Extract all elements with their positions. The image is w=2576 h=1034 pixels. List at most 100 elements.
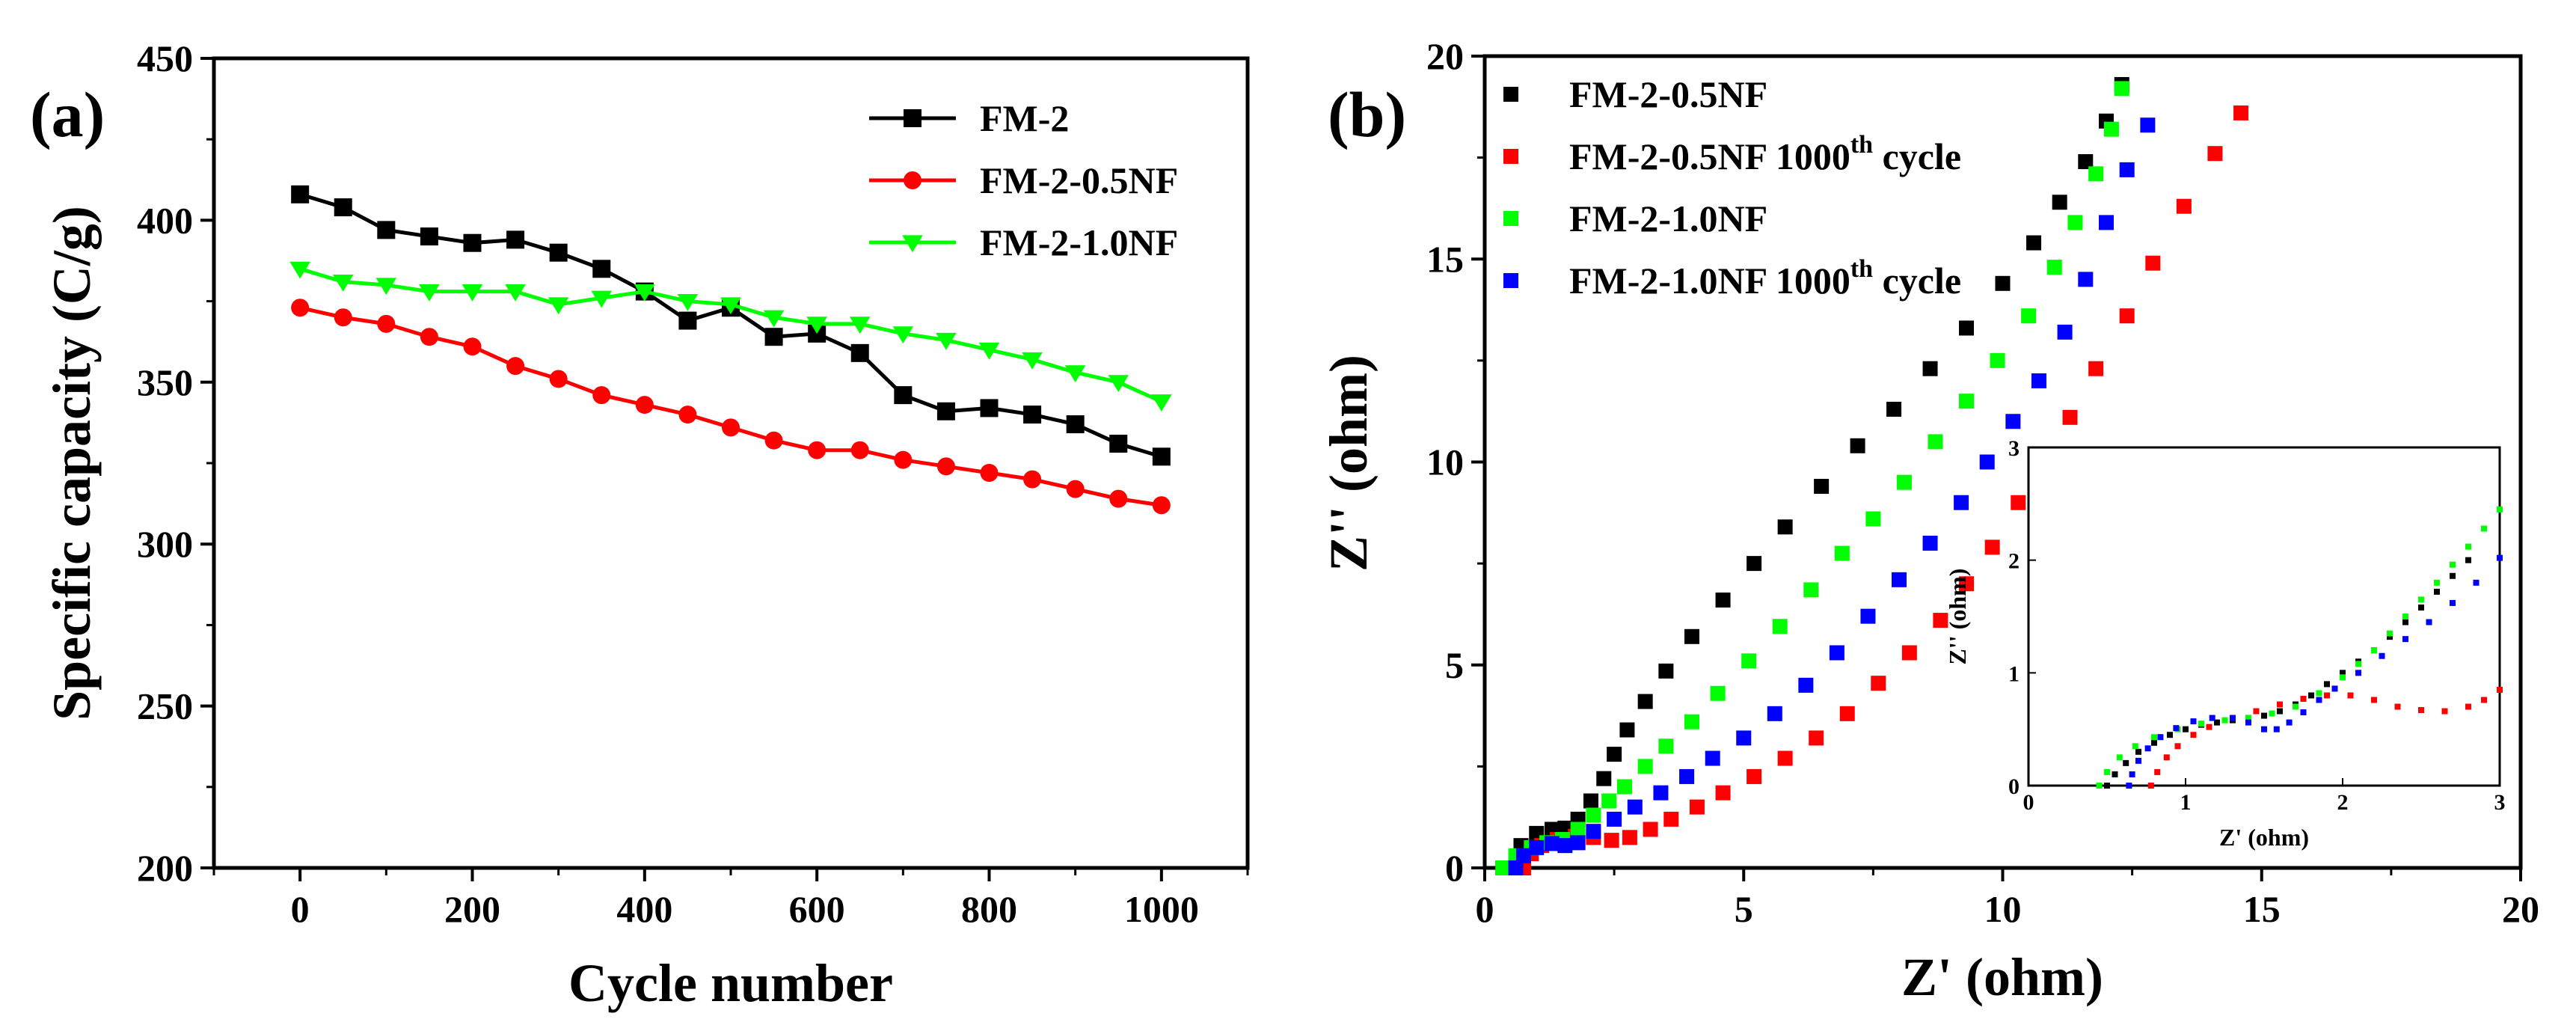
data-point [1596,771,1612,786]
inset-data-point [2316,697,2322,703]
y-tick-label: 20 [1426,35,1464,77]
y-tick-label: 15 [1426,238,1464,280]
y-tick-label: 0 [1445,847,1464,889]
inset-x-tick-label: 2 [2337,790,2349,815]
data-point [1798,677,1814,693]
inset-data-point [2190,718,2197,725]
inset-data-point [2481,697,2487,703]
data-point [420,328,438,346]
data-point [2078,272,2094,287]
inset-data-point [2154,768,2161,775]
data-point [1741,653,1757,669]
data-point [722,418,740,437]
data-point [1860,608,1876,624]
data-point [332,275,354,292]
y-tick-label: 450 [137,37,193,79]
data-point [1515,848,1531,863]
y-tick-label: 350 [137,361,193,403]
data-point [980,399,999,417]
legend-item: FM-2-1.0NF [869,221,1178,263]
inset-data-point [2355,670,2361,676]
panel-a-x-axis-title: Cycle number [568,953,893,1013]
data-point [2114,81,2129,97]
data-point [1622,830,1637,845]
series-FM-2-1.0NF [1495,81,2129,875]
inset-data-point [2379,652,2385,659]
inset-data-point [2261,726,2267,732]
inset-data-point [2112,771,2118,777]
legend-marker [1503,273,1518,288]
data-point [850,441,869,459]
data-point [1896,474,1912,490]
inset-data-point [2340,670,2346,676]
data-point [2078,154,2094,170]
legend-label: FM-2 [980,97,1069,139]
inset-data-point [2418,707,2424,714]
inset-data-point [2402,636,2408,643]
inset-data-point [2286,719,2293,726]
legend-label: FM-2-1.0NF [980,221,1178,263]
data-point [1658,738,1674,754]
panel-a-y-axis-title: Specific capacity (C/g) [42,206,102,721]
data-point [1586,824,1601,839]
data-point [2088,361,2104,376]
panel-b-y-axis: 0 5 10 15 20 [1426,35,1485,889]
data-point [334,308,352,327]
inset-data-point [2123,759,2129,766]
inset-data-point [2261,712,2267,719]
data-point [1705,750,1720,766]
data-point [291,299,310,317]
data-point [1066,415,1085,434]
data-point [548,297,569,315]
inset-series-FM-2-1.0NF 1000th cycle [2126,554,2503,789]
data-point [1529,839,1545,855]
inset-series-FM-2-1.0NF [2096,506,2503,789]
inset-data-point [2206,724,2212,730]
data-point [1715,785,1731,801]
data-point [291,185,310,204]
data-point [2046,260,2062,275]
data-point [592,260,611,278]
data-point [463,233,482,252]
inset-axes: 0 1 2 3 0 1 2 3 [2008,436,2506,815]
panel-a-series [289,185,1172,515]
y-tick-label: 200 [137,847,193,889]
legend-item: FM-2-1.0NF [1503,198,1767,239]
data-point [2233,105,2249,120]
inset-data-point [2394,703,2401,710]
inset-data-point [2441,708,2448,715]
data-point [1022,352,1043,370]
panel-b-label: (b) [1328,79,1406,150]
data-point [1601,793,1617,809]
inset-data-point [2129,771,2135,777]
data-point [1152,496,1171,515]
legend-marker [904,109,921,127]
data-point [1607,747,1622,762]
data-point [1684,628,1699,644]
inset-data-point [2300,695,2307,702]
data-point [1663,811,1679,827]
y-tick-label: 300 [137,523,193,565]
legend-label: FM-2-1.0NF 1000th cycle [1569,255,1961,302]
data-point [1570,835,1586,851]
data-point [1109,489,1128,508]
data-point [1850,438,1865,453]
data-point [1637,759,1653,774]
inset-data-point [2347,692,2354,699]
data-point [849,316,871,334]
legend-item: FM-2-0.5NF [869,159,1178,201]
data-point [1834,545,1850,561]
inset-data-point [2135,748,2141,755]
x-tick-label: 20 [2502,888,2539,930]
data-point [1736,730,1752,746]
inset-data-point [2293,703,2299,710]
legend-marker [1503,149,1518,164]
data-point [2031,373,2046,388]
inset-data-point [2126,783,2132,789]
x-tick-label: 1000 [1124,888,1199,930]
inset-data-point [2174,743,2181,750]
data-point [2057,324,2073,340]
data-point [1747,768,1762,784]
legend-item: FM-2-1.0NF 1000th cycle [1503,255,1961,302]
